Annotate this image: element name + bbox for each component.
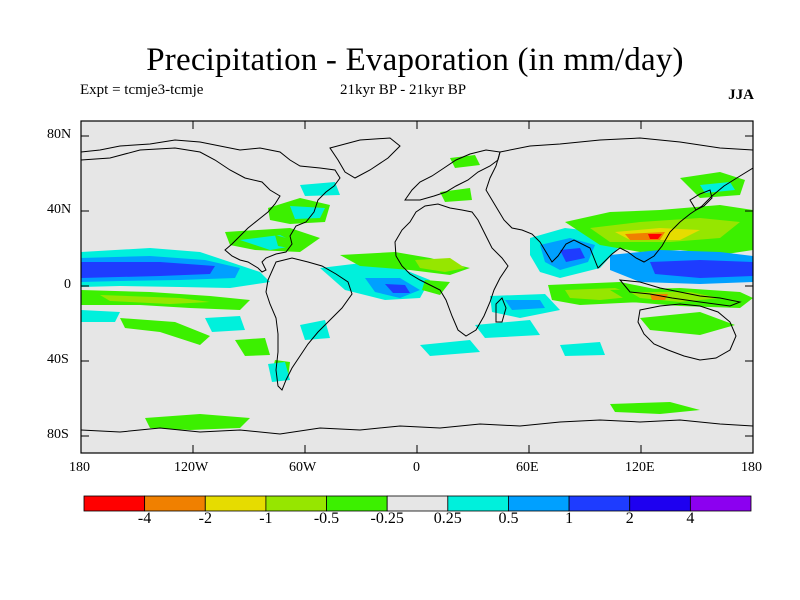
- coast-greenland: [329, 137, 401, 179]
- colorbar-box-9: [629, 495, 691, 512]
- colorbar-label-6: 0.5: [498, 510, 519, 527]
- contour-spcz-yellow: [100, 295, 210, 304]
- lat-label-0: 0: [64, 277, 71, 292]
- contour-satl-cyan: [420, 340, 480, 356]
- contour-africa-yellow: [415, 258, 465, 272]
- contour-eurasia-green: [450, 155, 480, 168]
- lat-label-80s: 80S: [47, 427, 69, 442]
- contour-chile-cyan: [268, 362, 290, 382]
- coast-asia: [485, 137, 753, 269]
- contour-spcz-cyan: [81, 310, 120, 322]
- contour-brazil-cyan: [300, 320, 330, 340]
- colorbar-label-0: -4: [137, 510, 152, 527]
- coast-south-america: [265, 257, 353, 391]
- lat-ticks: [81, 135, 753, 437]
- colorbar-box-8: [568, 495, 631, 512]
- coast-madagascar: [495, 297, 507, 323]
- plot-title: Precipitation - Evaporation (in mm/day): [146, 42, 684, 78]
- colorbar-label-1: -2: [198, 510, 212, 527]
- colorbar-box-2: [204, 495, 267, 512]
- colorbar-box-10: [689, 495, 752, 512]
- lat-label-40n: 40N: [47, 202, 72, 217]
- contour-so-green-1: [145, 414, 250, 430]
- lat-label-40s: 40S: [47, 352, 69, 367]
- lon-label-180e: 180: [741, 460, 762, 475]
- colorbar-box-7: [508, 495, 570, 512]
- colorbar-box-3: [265, 495, 327, 512]
- lon-label-60e: 60E: [516, 460, 539, 475]
- lon-label-180w: 180: [69, 460, 90, 475]
- contour-tatl-dkblue: [385, 284, 410, 293]
- period-label: 21kyr BP - 21kyr BP: [340, 82, 467, 98]
- colorbar-box-1: [144, 495, 206, 512]
- coast-indonesia: [618, 279, 742, 307]
- field-contours: [81, 155, 753, 430]
- contour-natl-cyan: [290, 206, 325, 219]
- contour-indian-dkblue: [560, 248, 585, 262]
- coast-north-america: [81, 139, 341, 273]
- contour-nw-green: [275, 235, 305, 250]
- season-label: JJA: [728, 87, 754, 103]
- coast-africa-europe: [394, 203, 509, 337]
- colorbar-box-5: [386, 495, 449, 512]
- colorbar: [83, 495, 752, 512]
- colorbar-label-8: 2: [625, 510, 634, 527]
- coast-australia: [637, 303, 737, 361]
- contour-indian-cyan-3: [475, 320, 540, 338]
- colorbar-box-6: [447, 495, 509, 512]
- contour-wpac-orange-s: [650, 294, 668, 300]
- contour-pacific-itcz-core: [81, 262, 215, 278]
- contour-indian-blue-south: [505, 300, 545, 310]
- colorbar-label-3: -0.5: [313, 510, 340, 527]
- contour-indian-cyan-4: [560, 342, 605, 356]
- contour-indian-green-s: [640, 312, 735, 335]
- colorbar-label-5: 0.25: [433, 510, 462, 527]
- colorbar-label-7: 1: [565, 510, 574, 527]
- contour-wpac-dkblue: [650, 260, 753, 278]
- lon-label-0: 0: [413, 460, 420, 475]
- contour-eurasia-green-2: [440, 188, 472, 202]
- lon-label-120e: 120E: [625, 460, 655, 475]
- coastlines: [81, 137, 753, 435]
- contour-sp-green-3: [235, 338, 270, 356]
- colorbar-label-2: -1: [259, 510, 273, 527]
- colorbar-box-0: [83, 495, 146, 512]
- contour-sp-cyan-2: [205, 316, 245, 332]
- contour-natl-cyan-2: [300, 182, 340, 196]
- contour-so-green-2: [610, 402, 700, 414]
- lat-label-80n: 80N: [47, 127, 72, 142]
- colorbar-label-9: 4: [686, 510, 695, 527]
- lon-ticks: [192, 121, 642, 453]
- contour-wpac-red: [648, 234, 662, 239]
- contour-sp-green-2: [120, 318, 210, 345]
- lon-label-60w: 60W: [289, 460, 317, 475]
- colorbar-label-4: -0.25: [370, 510, 404, 527]
- lon-label-120w: 120W: [174, 460, 209, 475]
- colorbar-box-4: [326, 495, 388, 512]
- coast-japan: [689, 189, 713, 211]
- experiment-label: Expt = tcmje3-tcmje: [80, 82, 204, 98]
- coast-antarctica: [81, 419, 753, 435]
